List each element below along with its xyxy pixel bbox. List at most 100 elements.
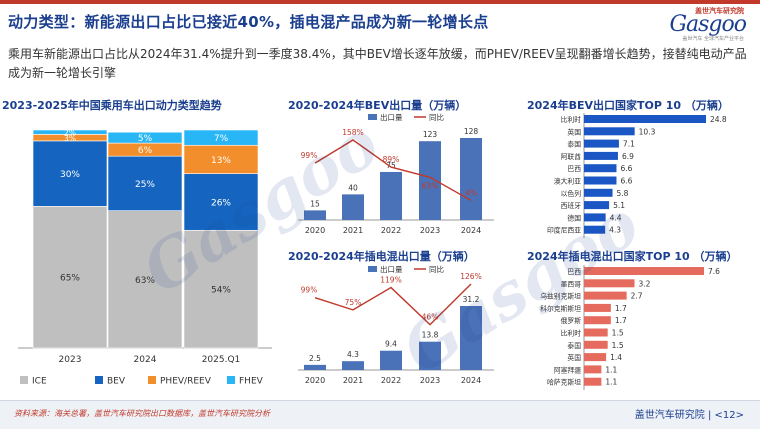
bar-2021 [342,194,364,220]
x-tick-label: 2023 [420,226,440,235]
bar-2023 [419,141,441,220]
x-tick-label: 2020 [305,226,325,235]
growth-label: 75% [345,298,362,307]
footer-bar [0,400,760,429]
data-label: 7% [214,134,229,144]
bar-value-label: 75 [386,161,396,170]
hbar-7 [584,201,610,210]
hbar-4 [584,164,617,173]
category-label: 泰国 [567,341,581,350]
hbar-6 [584,340,608,349]
hbar-value-label: 6.6 [620,177,632,186]
bar-value-label: 123 [423,130,438,139]
hbar-value-label: 6.6 [620,164,632,173]
legend-label-growth: 同比 [429,112,444,122]
hbar-value-label: 5.1 [613,201,625,210]
bar-value-label: 40 [348,183,358,192]
growth-label: 46% [422,313,439,322]
bar-value-label: 31.2 [463,295,480,304]
legend-swatch-3 [227,376,235,384]
hbar-value-label: 6.9 [622,152,634,161]
bar-fhev-2025.Q1 [183,129,259,146]
bar-bev-2024 [107,155,183,211]
growth-label: 119% [380,276,401,285]
hbar-9 [584,225,606,234]
legend-swatch-1 [95,376,103,384]
data-label: 5% [138,134,153,144]
hbar-9 [584,377,602,386]
bar-value-label: 9.4 [385,340,397,349]
x-tick-label: 2021 [343,226,363,235]
data-label: 25% [135,180,155,190]
data-label: 2% [64,129,76,138]
gasgoo-logo: 盖世汽车研究院 Gasgoo 盖世汽车 全球汽车产业平台 [638,6,747,42]
bar-value-label: 128 [464,127,479,136]
growth-label: 99% [301,151,318,160]
x-tick-label: 2022 [381,226,401,235]
bar-2020 [304,364,326,370]
x-tick-label: 2021 [343,376,363,385]
data-label: 54% [211,286,231,296]
bar-value-label: 13.8 [422,331,439,340]
logo-en-text: Gasgoo [669,12,747,37]
hbar-value-label: 10.3 [639,127,656,136]
bar-ice-2023 [32,206,108,349]
legend-label: FHEV [239,377,264,387]
hbar-value-label: 24.8 [710,115,727,124]
phev-export-chart: 出口量 同比 2.5 2020 4.3 2021 9.4 2022 13.8 2023 31.2 20… [298,264,494,385]
category-label: 科尔克斯斯坦 [540,304,581,313]
legend-label: PHEV/REEV [160,377,212,387]
bar-2024 [460,306,482,370]
category-label: 德国 [567,213,581,222]
category-label: 泰国 [567,140,581,149]
legend-label: BEV [107,377,126,387]
legend-swatch-0 [20,376,28,384]
x-tick-label: 2023 [420,376,440,385]
legend-label-bars: 出口量 [380,264,403,274]
phev-top10-chart: 巴西 7.6 墨西哥 3.2 乌兹别克斯坦 2.7 科尔克斯斯坦 1.7 俄罗斯 1.7 比利时 1.… [540,265,720,390]
hbar-value-label: 7.6 [708,267,720,276]
category-label: 比利时 [561,115,582,124]
legend-label-bars: 出口量 [380,112,403,122]
hbar-2 [584,139,619,148]
hbar-value-label: 1.1 [605,378,617,387]
bev-top10-chart: 比利时 24.8 英国 10.3 泰国 7.1 阿联酋 6.9 巴西 6.6 澳大利亚 6.6 以色列 5… [547,113,727,238]
legend-swatch-2 [148,376,156,384]
x-tick-label: 2022 [381,376,401,385]
bev-top10-title: 2024年BEV出口国家TOP 10 （万辆） [527,99,729,112]
growth-line [314,139,472,202]
category-label: 乌兹别克斯坦 [540,292,581,301]
x-tick-label: 2024 [134,355,157,365]
hbar-value-label: 2.7 [631,292,643,301]
page-title: 动力类型：新能源出口占比已接近40%，插电混产品成为新一轮增长点 [8,13,489,31]
category-label: 俄罗斯 [561,316,582,325]
page-number: <12> [714,410,744,421]
bar-2022 [380,171,402,220]
growth-line [314,283,472,326]
x-tick-label: 2024 [461,226,481,235]
x-tick-label: 2024 [461,376,481,385]
footer-org-name: 盖世汽车研究院 [634,410,705,421]
bar-value-label: 2.5 [309,354,321,363]
hbar-7 [584,353,607,362]
hbar-6 [584,188,613,197]
bar-2022 [380,350,402,370]
data-label: 13% [211,156,231,166]
hbar-value-label: 1.4 [610,353,622,362]
data-label: 65% [60,274,80,284]
legend-swatch-bars [368,266,377,272]
hbar-4 [584,316,611,325]
hbar-value-label: 1.5 [612,341,624,350]
mix-stacked-bar-chart: 65% 30% 3%2% 2023 63% 25% 6% 5% 2024 54% 26% 13% 7% 2… [18,129,272,387]
hbar-value-label: 1.1 [605,365,617,374]
summary-text: 乘用车新能源出口占比从2024年31.4%提升到一季度38.4%，其中BEV增长… [8,47,747,80]
category-label: 英国 [567,353,581,362]
growth-label: 158% [342,128,363,137]
category-label: 英国 [567,127,581,136]
legend-label-growth: 同比 [429,264,444,274]
bar-2021 [342,361,364,370]
category-label: 阿联酋 [561,152,582,161]
category-label: 比利时 [561,329,582,338]
bar-2020 [304,210,326,220]
logo-cn-text: 盖世汽车研究院 [695,7,744,15]
